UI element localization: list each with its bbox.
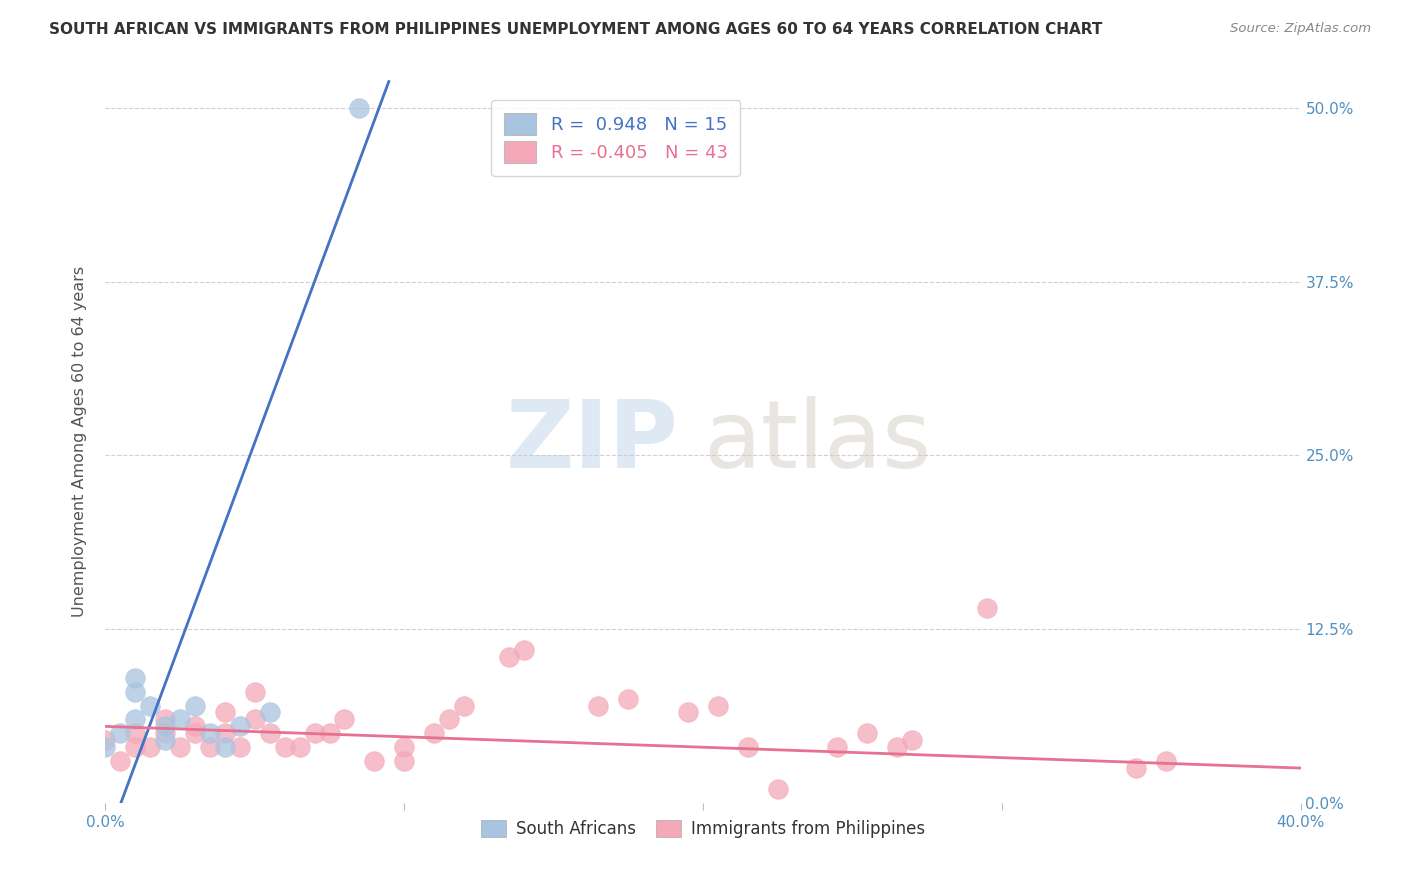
Text: Source: ZipAtlas.com: Source: ZipAtlas.com [1230, 22, 1371, 36]
Point [198, 740, 221, 755]
Legend: South Africans, Immigrants from Philippines: South Africans, Immigrants from Philippi… [474, 814, 932, 845]
Point [318, 726, 340, 740]
Point [139, 740, 162, 755]
Point [124, 684, 146, 698]
Text: SOUTH AFRICAN VS IMMIGRANTS FROM PHILIPPINES UNEMPLOYMENT AMONG AGES 60 TO 64 YE: SOUTH AFRICAN VS IMMIGRANTS FROM PHILIPP… [49, 22, 1102, 37]
Text: atlas: atlas [703, 395, 931, 488]
Point [243, 684, 266, 698]
Point [169, 740, 191, 755]
Point [901, 733, 924, 747]
Point [827, 740, 849, 755]
Point [453, 698, 475, 713]
Point [259, 706, 281, 720]
Point [184, 719, 207, 733]
Point [394, 754, 416, 768]
Y-axis label: Unemployment Among Ages 60 to 64 years: Unemployment Among Ages 60 to 64 years [72, 266, 87, 617]
Point [273, 740, 295, 755]
Point [94, 740, 117, 755]
Point [94, 733, 117, 747]
Point [737, 740, 759, 755]
Point [259, 726, 281, 740]
Point [423, 726, 446, 740]
Point [856, 726, 879, 740]
Point [184, 726, 207, 740]
Point [976, 601, 998, 615]
Point [184, 698, 207, 713]
Point [229, 719, 252, 733]
Point [304, 726, 326, 740]
Point [498, 649, 520, 664]
Point [124, 726, 146, 740]
Point [229, 740, 252, 755]
Point [124, 713, 146, 727]
Point [886, 740, 908, 755]
Point [155, 726, 177, 740]
Point [243, 713, 266, 727]
Point [155, 719, 177, 733]
Point [214, 726, 236, 740]
Point [124, 671, 146, 685]
Point [214, 706, 236, 720]
Point [169, 713, 191, 727]
Point [588, 698, 610, 713]
Point [139, 698, 162, 713]
Point [349, 101, 371, 115]
Point [110, 754, 132, 768]
Point [214, 740, 236, 755]
Point [394, 740, 416, 755]
Point [288, 740, 311, 755]
Point [1154, 754, 1177, 768]
Point [617, 691, 640, 706]
Point [676, 706, 699, 720]
Point [198, 726, 221, 740]
Point [155, 733, 177, 747]
Point [155, 713, 177, 727]
Point [437, 713, 460, 727]
Point [707, 698, 730, 713]
Point [333, 713, 356, 727]
Point [124, 740, 146, 755]
Point [513, 643, 536, 657]
Point [766, 781, 789, 796]
Point [110, 726, 132, 740]
Point [1125, 761, 1147, 775]
Point [363, 754, 385, 768]
Text: ZIP: ZIP [506, 395, 679, 488]
